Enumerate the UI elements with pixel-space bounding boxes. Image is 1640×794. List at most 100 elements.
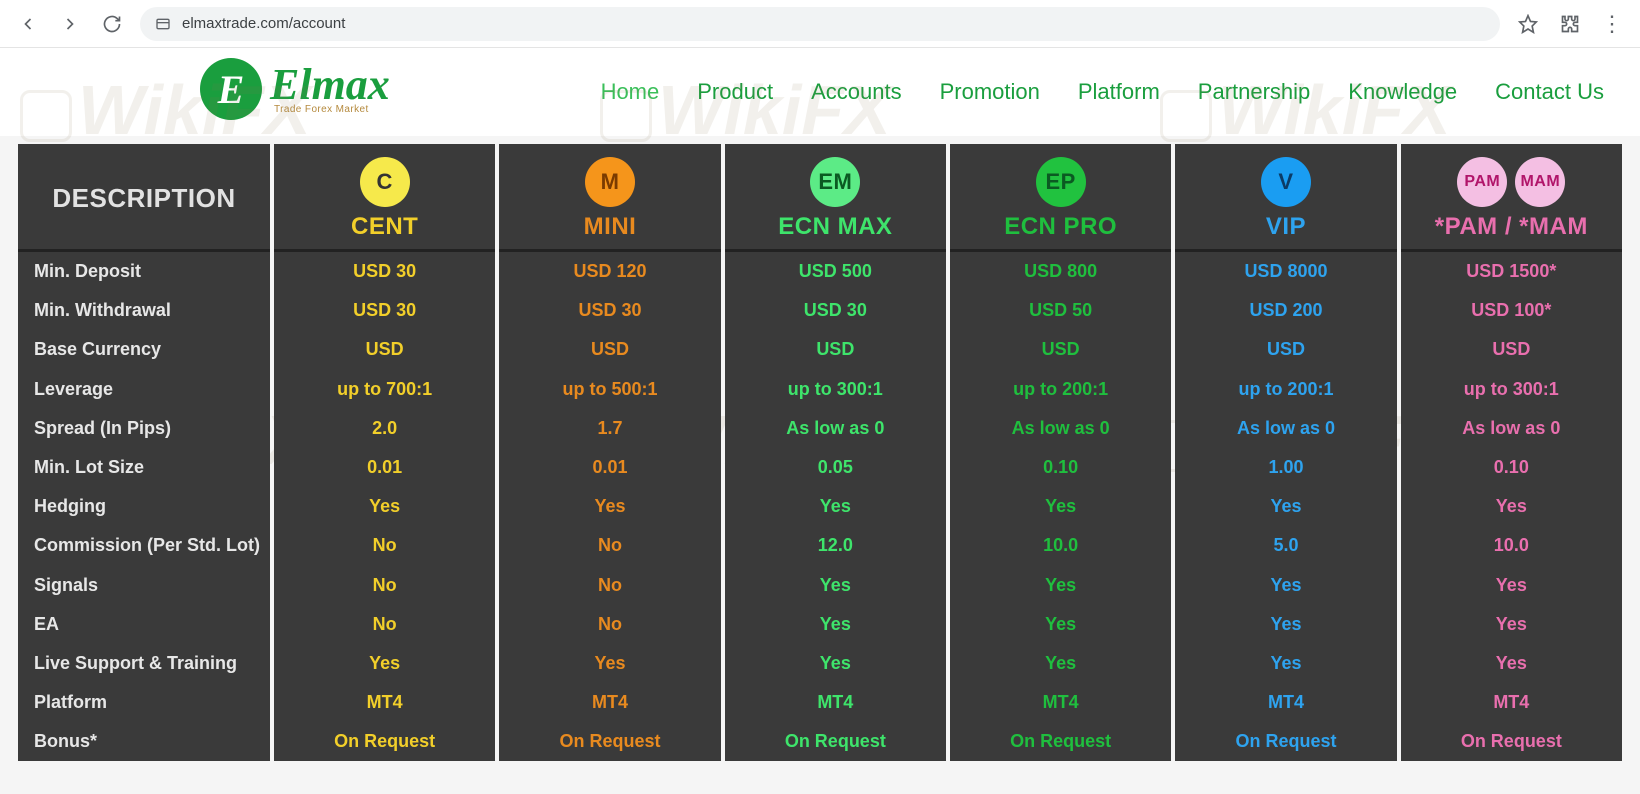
table-row: Commission (Per Std. Lot)NoNo12.010.05.0… (18, 526, 1622, 565)
extensions-button[interactable] (1556, 10, 1584, 38)
logo-mark: E (200, 58, 262, 120)
row-label: Hedging (18, 487, 270, 526)
star-icon (1518, 14, 1538, 34)
col-name: CENT (274, 213, 495, 241)
cell: Yes (1175, 566, 1396, 605)
cell: Yes (950, 605, 1171, 644)
cell: USD 30 (274, 291, 495, 330)
cell: 0.10 (1401, 448, 1622, 487)
cell: Yes (499, 487, 720, 526)
cell: USD 100* (1401, 291, 1622, 330)
more-button[interactable]: ⋮ (1598, 10, 1626, 38)
cell: Yes (1401, 566, 1622, 605)
nav-partnership[interactable]: Partnership (1198, 79, 1311, 105)
description-header: DESCRIPTION (18, 144, 270, 252)
cell: Yes (950, 566, 1171, 605)
badge-ep: EP (1036, 157, 1086, 207)
cell: On Request (725, 722, 946, 761)
row-label: EA (18, 605, 270, 644)
nav-knowledge[interactable]: Knowledge (1348, 79, 1457, 105)
nav-promotion[interactable]: Promotion (940, 79, 1040, 105)
accounts-comparison-table: DESCRIPTION CCENTMMINIEMECN MAXEPECN PRO… (14, 144, 1626, 761)
cell: As low as 0 (950, 409, 1171, 448)
cell: MT4 (725, 683, 946, 722)
cell: 10.0 (1401, 526, 1622, 565)
cell: USD 30 (499, 291, 720, 330)
cell: On Request (499, 722, 720, 761)
cell: No (274, 605, 495, 644)
cell: Yes (1175, 487, 1396, 526)
cell: Yes (499, 644, 720, 683)
table-row: HedgingYesYesYesYesYesYes (18, 487, 1622, 526)
cell: As low as 0 (1175, 409, 1396, 448)
nav-accounts[interactable]: Accounts (811, 79, 902, 105)
cell: No (499, 566, 720, 605)
cell: Yes (1175, 605, 1396, 644)
cell: 0.05 (725, 448, 946, 487)
cell: 2.0 (274, 409, 495, 448)
cell: USD 500 (725, 252, 946, 291)
forward-button[interactable] (56, 10, 84, 38)
cell: 0.10 (950, 448, 1171, 487)
address-bar[interactable]: elmaxtrade.com/account (140, 7, 1500, 41)
bookmark-button[interactable] (1514, 10, 1542, 38)
cell: On Request (274, 722, 495, 761)
cell: Yes (1401, 487, 1622, 526)
col-header-mini: M MINI (499, 144, 720, 252)
back-button[interactable] (14, 10, 42, 38)
row-label: Platform (18, 683, 270, 722)
nav-home[interactable]: Home (601, 79, 660, 105)
logo-letter: E (218, 66, 245, 113)
nav-product[interactable]: Product (697, 79, 773, 105)
cell: No (499, 526, 720, 565)
cell: USD (725, 330, 946, 369)
table-row: EANoNoYesYesYesYes (18, 605, 1622, 644)
col-header-ecn-max: EMECN MAX (725, 144, 946, 252)
col-name: *PAM / *MAM (1401, 213, 1622, 241)
cell: USD 30 (274, 252, 495, 291)
badge-c: C (360, 157, 410, 207)
nav-contact-us[interactable]: Contact Us (1495, 79, 1604, 105)
col-header--pam-mam: PAMMAM *PAM / *MAM (1401, 144, 1622, 252)
nav-platform[interactable]: Platform (1078, 79, 1160, 105)
cell: On Request (950, 722, 1171, 761)
badge-m: M (585, 157, 635, 207)
logo-text: Elmax (270, 63, 390, 107)
cell: No (274, 566, 495, 605)
row-label: Base Currency (18, 330, 270, 369)
reload-button[interactable] (98, 10, 126, 38)
cell: USD (274, 330, 495, 369)
row-label: Bonus* (18, 722, 270, 761)
cell: up to 200:1 (1175, 370, 1396, 409)
cell: MT4 (274, 683, 495, 722)
cell: USD (499, 330, 720, 369)
site-header: E Elmax Trade Forex Market Home Product Ac… (0, 48, 1640, 136)
site-settings-icon[interactable] (154, 15, 172, 33)
url-text: elmaxtrade.com/account (182, 15, 345, 32)
cell: Yes (1175, 644, 1396, 683)
col-name: MINI (499, 213, 720, 241)
row-label: Live Support & Training (18, 644, 270, 683)
badge-pam: PAM (1457, 157, 1507, 207)
cell: Yes (725, 644, 946, 683)
table-row: Base CurrencyUSDUSDUSDUSDUSDUSD (18, 330, 1622, 369)
arrow-left-icon (18, 14, 38, 34)
cell: up to 500:1 (499, 370, 720, 409)
cell: MT4 (499, 683, 720, 722)
table-row: Bonus*On RequestOn RequestOn RequestOn R… (18, 722, 1622, 761)
cell: Yes (950, 644, 1171, 683)
cell: Yes (725, 487, 946, 526)
puzzle-icon (1560, 14, 1580, 34)
cell: 12.0 (725, 526, 946, 565)
table-row: Min. DepositUSD 30USD 120USD 500USD 800U… (18, 252, 1622, 291)
cell: 1.7 (499, 409, 720, 448)
table-row: Leverageup to 700:1up to 500:1up to 300:… (18, 370, 1622, 409)
badge-mam: MAM (1515, 157, 1565, 207)
cell: Yes (1401, 605, 1622, 644)
browser-toolbar: elmaxtrade.com/account ⋮ (0, 0, 1640, 48)
col-header-cent: C CENT (274, 144, 495, 252)
main-nav: Home Product Accounts Promotion Platform Part… (601, 79, 1604, 105)
cell: No (499, 605, 720, 644)
site-logo[interactable]: E Elmax Trade Forex Market (200, 58, 390, 120)
cell: 10.0 (950, 526, 1171, 565)
